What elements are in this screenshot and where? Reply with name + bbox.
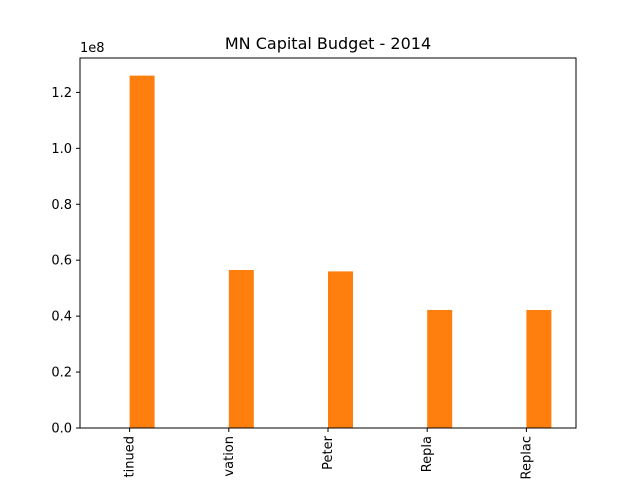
x-axis: tinued vation Peter Repla Replac [123,428,534,479]
plot-frame [79,57,577,429]
y-axis-offset-label: 1e8 [80,41,105,56]
y-tick-label-2: 0.4 [51,310,72,325]
chart-title: MN Capital Budget - 2014 [225,34,431,53]
y-tick-label-1: 0.2 [51,366,72,381]
bar-0 [129,75,155,428]
bar-1 [228,269,254,428]
x-tick-label-1: vation [222,436,237,477]
bar-3 [427,309,453,428]
bar-4 [526,309,552,428]
x-tick-label-2: Peter [321,435,336,469]
x-tick-label-0: tinued [123,436,138,477]
x-tick-label-4: Replac [519,436,534,479]
bar-2 [328,271,353,428]
x-tick-label-3: Repla [420,436,435,472]
y-tick-label-5: 1.0 [51,142,72,157]
y-tick-label-3: 0.6 [51,254,72,269]
y-tick-label-0: 0.0 [51,422,72,437]
bars-layer [129,75,552,428]
y-tick-label-4: 0.8 [51,198,72,213]
y-tick-label-6: 1.2 [51,86,72,101]
y-axis: 0.0 0.2 0.4 0.6 0.8 1.0 1.2 [51,86,80,437]
